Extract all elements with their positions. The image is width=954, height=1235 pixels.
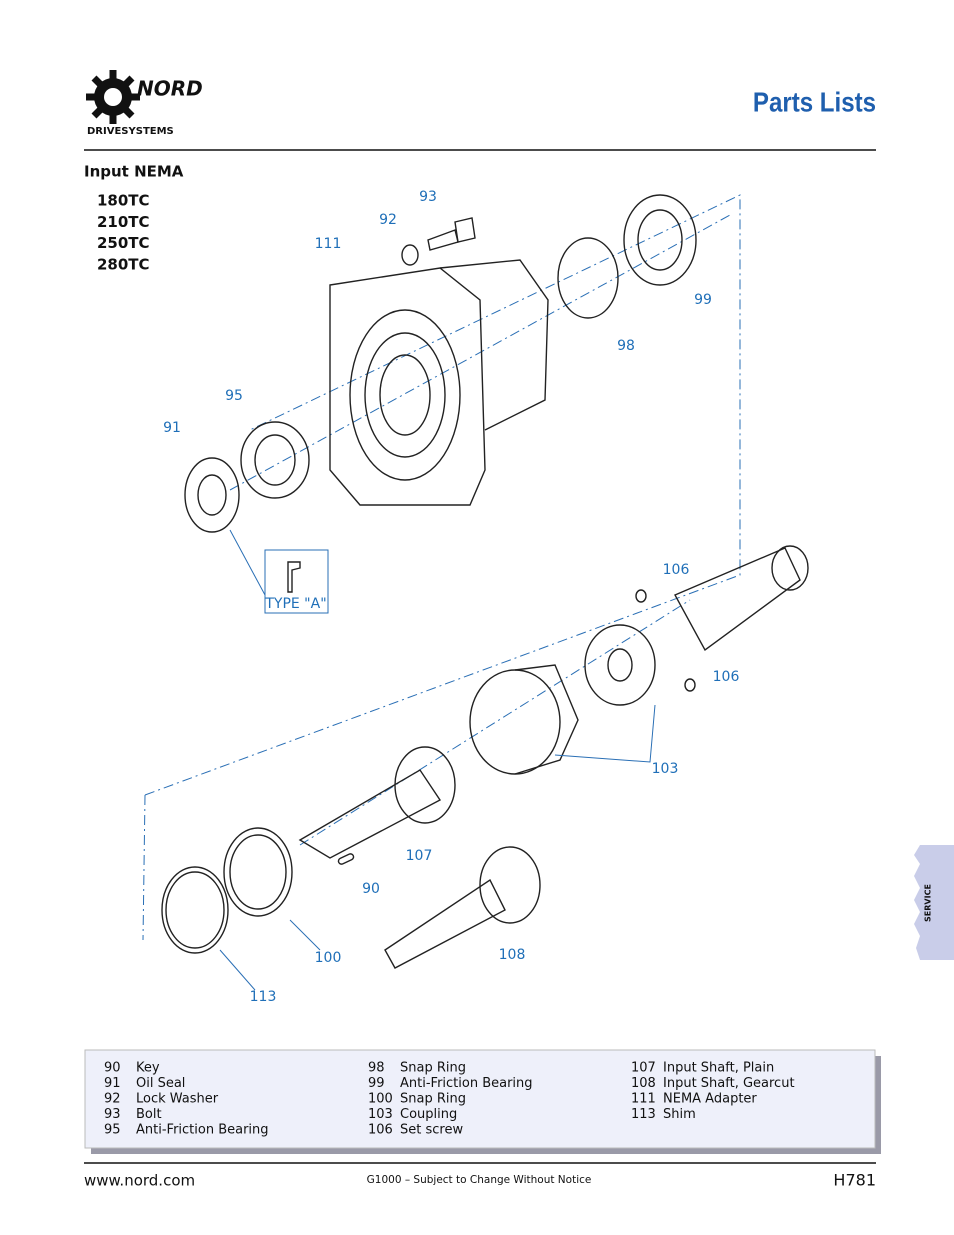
- model-list: 180TC 210TC 250TC 280TC: [97, 192, 150, 274]
- callout: 111: [315, 236, 342, 252]
- part-number: 106: [368, 1123, 393, 1138]
- part-name: NEMA Adapter: [663, 1092, 757, 1107]
- model: 250TC: [97, 234, 150, 252]
- side-tab: [914, 845, 954, 960]
- logo: NORD DRIVESYSTEMS: [86, 70, 203, 137]
- part-number: 92: [104, 1092, 121, 1107]
- callout: 100: [315, 950, 342, 966]
- part-number: 91: [104, 1076, 121, 1091]
- part-name: Input Shaft, Plain: [663, 1061, 774, 1076]
- footer-note: G1000 – Subject to Change Without Notice: [367, 1174, 592, 1186]
- part-number: 108: [631, 1076, 656, 1091]
- part-name: Oil Seal: [136, 1076, 185, 1091]
- callout: 108: [499, 947, 526, 963]
- callout: 98: [617, 338, 635, 354]
- parts-box: [84, 1049, 876, 1149]
- model: 210TC: [97, 213, 150, 231]
- model: 280TC: [97, 255, 150, 273]
- callout: 99: [694, 292, 712, 308]
- callout: 90: [362, 881, 380, 897]
- part-number: 100: [368, 1092, 393, 1107]
- page-number: H781: [833, 1171, 876, 1190]
- part-name: Shim: [663, 1107, 696, 1122]
- callouts: 93 92 111 99 98 95 91 TYPE "A" 106 106 1…: [163, 189, 739, 1005]
- part-name: Anti-Friction Bearing: [136, 1123, 269, 1138]
- callout: 107: [406, 848, 433, 864]
- page-title: Parts Lists: [753, 86, 876, 118]
- part-name: Set screw: [400, 1123, 463, 1138]
- section-title: Input NEMA: [84, 163, 184, 181]
- part-name: Snap Ring: [400, 1092, 466, 1107]
- callout: 93: [419, 189, 437, 205]
- parts-list: 90 Key 91 Oil Seal 92 Lock Washer 93 Bolt 95 Anti…: [104, 1061, 795, 1138]
- callout: 95: [225, 388, 243, 404]
- callout: 113: [250, 989, 277, 1005]
- part-number: 103: [368, 1107, 393, 1122]
- callout: 103: [652, 761, 679, 777]
- callout: TYPE "A": [264, 596, 326, 612]
- part-number: 93: [104, 1107, 121, 1122]
- part-number: 113: [631, 1107, 656, 1122]
- callout: 106: [713, 669, 740, 685]
- model: 180TC: [97, 192, 150, 210]
- logo-subtitle: DRIVESYSTEMS: [87, 126, 174, 137]
- footer-url: www.nord.com: [84, 1172, 195, 1190]
- part-number: 111: [631, 1092, 656, 1107]
- part-number: 95: [104, 1123, 121, 1138]
- logo-text: NORD: [137, 77, 203, 101]
- part-number: 107: [631, 1061, 656, 1076]
- callout: 91: [163, 420, 181, 436]
- callout: 92: [379, 212, 397, 228]
- part-name: Coupling: [400, 1107, 457, 1122]
- exploded-drawing: [142, 194, 809, 991]
- side-tab-label: SERVICE: [924, 884, 933, 922]
- part-name: Bolt: [136, 1107, 162, 1122]
- part-number: 98: [368, 1061, 385, 1076]
- part-name: Snap Ring: [400, 1061, 466, 1076]
- part-name: Input Shaft, Gearcut: [663, 1076, 795, 1091]
- part-name: Lock Washer: [136, 1092, 219, 1107]
- part-name: Key: [136, 1061, 160, 1076]
- part-number: 99: [368, 1076, 385, 1091]
- part-name: Anti-Friction Bearing: [400, 1076, 533, 1091]
- part-number: 90: [104, 1061, 121, 1076]
- callout: 106: [663, 562, 690, 578]
